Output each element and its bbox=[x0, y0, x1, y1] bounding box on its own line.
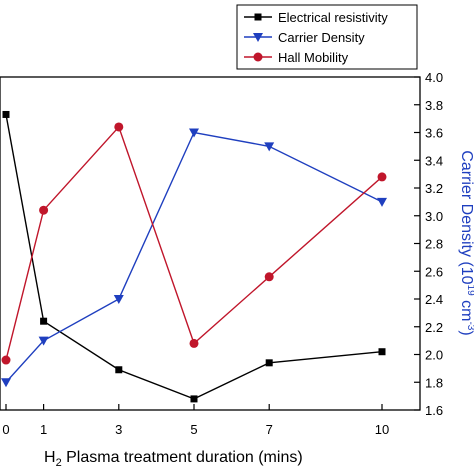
series-carrier-density bbox=[1, 128, 387, 388]
series-layer bbox=[1, 110, 387, 403]
x-axis-ticks: 0 1 3 5 7 10 bbox=[2, 404, 389, 437]
data-point bbox=[115, 366, 123, 374]
series-line bbox=[5, 114, 383, 400]
x-tick-label: 0 bbox=[2, 422, 9, 437]
y-tick-label: 2.0 bbox=[425, 348, 443, 363]
legend-marker bbox=[254, 13, 262, 21]
data-point bbox=[1, 378, 11, 388]
legend-entry: Electrical resistivity bbox=[278, 10, 388, 25]
series-hall-mobility bbox=[1, 122, 387, 365]
series-line bbox=[5, 131, 383, 383]
plot-area-frame bbox=[0, 76, 421, 411]
x-tick-label: 3 bbox=[115, 422, 122, 437]
data-point bbox=[38, 336, 49, 346]
data-point bbox=[265, 359, 273, 367]
legend-entry: Carrier Density bbox=[278, 30, 365, 45]
x-tick-label: 7 bbox=[266, 422, 273, 437]
data-point bbox=[264, 142, 275, 152]
y-tick-label: 1.8 bbox=[425, 375, 443, 390]
x-tick-label: 1 bbox=[40, 422, 47, 437]
right-y-axis-label: Carrier Density (1019 cm-3) bbox=[458, 150, 474, 335]
legend: Electrical resistivity Carrier Density Hal… bbox=[236, 4, 418, 70]
y-tick-label: 3.0 bbox=[425, 209, 443, 224]
right-y-axis-ticks: 1.6 1.8 2.0 2.2 2.4 2.6 2.8 3.0 3.2 3.4 3.6 3.8 4.0 bbox=[414, 70, 443, 418]
series-line bbox=[5, 125, 383, 361]
data-point bbox=[114, 122, 124, 132]
data-point bbox=[264, 272, 274, 282]
y-tick-label: 3.2 bbox=[425, 181, 443, 196]
y-tick-label: 3.6 bbox=[425, 126, 443, 141]
data-point bbox=[189, 128, 199, 138]
data-point bbox=[377, 172, 387, 182]
legend-marker bbox=[253, 52, 263, 62]
data-point bbox=[377, 197, 387, 207]
x-tick-label: 10 bbox=[375, 422, 389, 437]
data-point bbox=[190, 395, 198, 403]
x-tick-label: 5 bbox=[190, 422, 197, 437]
y-tick-label: 2.6 bbox=[425, 264, 443, 279]
y-tick-label: 1.6 bbox=[425, 403, 443, 418]
data-point bbox=[1, 355, 11, 365]
data-point bbox=[40, 317, 48, 325]
y-tick-label: 2.4 bbox=[425, 292, 443, 307]
data-point bbox=[378, 348, 386, 356]
series-electrical-resistivity bbox=[2, 110, 386, 403]
legend-marker bbox=[253, 33, 263, 42]
x-axis-label: H2 Plasma treatment duration (mins) bbox=[44, 449, 303, 469]
y-tick-label: 4.0 bbox=[425, 70, 443, 85]
y-tick-label: 2.2 bbox=[425, 320, 443, 335]
data-point bbox=[2, 110, 10, 118]
y-tick-label: 2.8 bbox=[425, 237, 443, 252]
data-point bbox=[189, 338, 199, 348]
legend-entry: Hall Mobility bbox=[278, 50, 349, 65]
data-point bbox=[39, 205, 49, 215]
y-tick-label: 3.4 bbox=[425, 153, 443, 168]
y-tick-label: 3.8 bbox=[425, 98, 443, 113]
data-point bbox=[113, 295, 124, 304]
